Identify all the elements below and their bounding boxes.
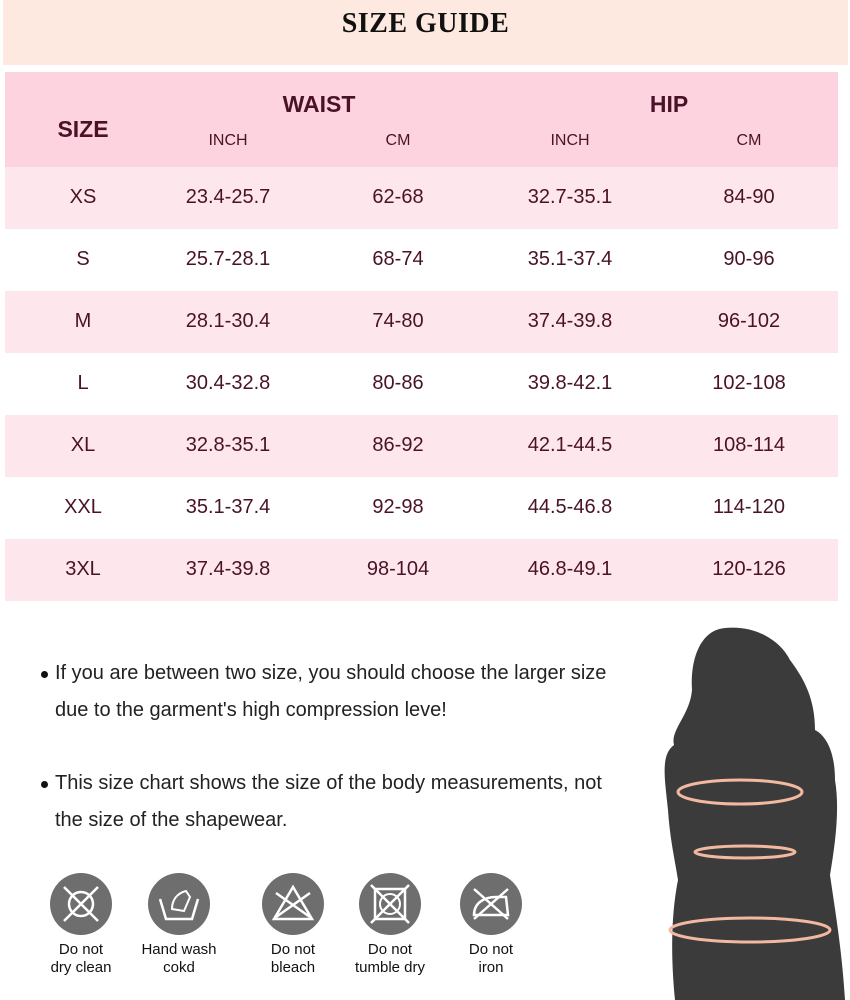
size-header: SIZE	[57, 116, 109, 142]
table-cell: 25.7-28.1	[185, 248, 271, 270]
care-label-line: Hand wash	[141, 941, 217, 958]
care-label-line: Do not	[367, 941, 413, 958]
care-label-line: cokd	[163, 959, 195, 976]
care-label-line: Do not	[270, 941, 316, 958]
table-row: 3XL 37.4-39.8 98-104 46.8-49.1 120-126	[5, 539, 838, 601]
care-label: Do not tumble dry	[345, 941, 435, 977]
bust-measure-line	[676, 778, 804, 806]
table-row: XL 32.8-35.1 86-92 42.1-44.5 108-114	[5, 415, 838, 477]
table-cell: 39.8-42.1	[527, 372, 613, 394]
table-cell: 114-120	[713, 496, 785, 518]
waist-header: WAIST	[282, 91, 356, 117]
table-cell: M	[74, 310, 92, 332]
care-label: Hand wash cokd	[134, 941, 224, 977]
care-label: Do not iron	[446, 941, 536, 977]
table-cell: 86-92	[372, 434, 424, 456]
table-row: S 25.7-28.1 68-74 35.1-37.4 90-96	[5, 229, 838, 291]
table-cell: 37.4-39.8	[185, 558, 271, 580]
table-row: XS 23.4-25.7 62-68 32.7-35.1 84-90	[5, 167, 838, 229]
unit-header: INCH	[550, 132, 590, 149]
table-cell: 120-126	[712, 558, 786, 580]
table-cell: 28.1-30.4	[185, 310, 271, 332]
note: If you are between two size, you should …	[40, 655, 620, 729]
table-cell: 35.1-37.4	[185, 496, 271, 518]
table-cell: 37.4-39.8	[527, 310, 613, 332]
no-tumble-dry-icon	[359, 873, 421, 935]
table-cell: XL	[70, 434, 96, 456]
no-dry-clean-icon	[50, 873, 112, 935]
title-bar: SIZE GUIDE	[3, 0, 848, 65]
table-cell: 102-108	[712, 372, 786, 394]
unit-header: CM	[736, 132, 762, 149]
care-item: Do not bleach	[248, 873, 338, 977]
hip-header: HIP	[649, 91, 689, 117]
table-cell: XS	[69, 186, 97, 208]
size-table: SIZE WAIST HIP INCH CM INCH CM XS 23.4-25…	[5, 72, 838, 601]
care-item: Do not dry clean	[36, 873, 126, 977]
unit-header: INCH	[208, 132, 248, 149]
table-cell: 92-98	[372, 496, 424, 518]
table-cell: 46.8-49.1	[527, 558, 613, 580]
table-cell: 80-86	[372, 372, 424, 394]
table-cell: 90-96	[723, 248, 775, 270]
table-row: L 30.4-32.8 80-86 39.8-42.1 102-108	[5, 353, 838, 415]
table-cell: L	[77, 372, 89, 394]
care-item: Hand wash cokd	[134, 873, 224, 977]
table-cell: 84-90	[723, 186, 775, 208]
table-cell: 30.4-32.8	[185, 372, 271, 394]
table-cell: 3XL	[65, 558, 101, 580]
care-item: Do not iron	[446, 873, 536, 977]
care-label-line: dry clean	[50, 959, 112, 976]
table-header: SIZE WAIST HIP INCH CM INCH CM	[5, 72, 838, 167]
table-cell: XXL	[64, 496, 102, 518]
care-label-line: Do not	[468, 941, 514, 958]
table-cell: 98-104	[366, 558, 430, 580]
table-cell: 96-102	[717, 310, 781, 332]
body-silhouette	[664, 627, 845, 1000]
care-label: Do not dry clean	[36, 941, 126, 977]
note: This size chart shows the size of the bo…	[40, 765, 620, 839]
care-label-line: tumble dry	[354, 959, 426, 976]
no-bleach-icon	[262, 873, 324, 935]
care-label: Do not bleach	[248, 941, 338, 977]
table-cell: 108-114	[713, 434, 785, 456]
page-title: SIZE GUIDE	[341, 8, 510, 39]
table-cell: 32.7-35.1	[527, 186, 613, 208]
notes: If you are between two size, you should …	[40, 655, 620, 875]
table-cell: 35.1-37.4	[527, 248, 613, 270]
care-label-line: Do not	[58, 941, 104, 958]
table-cell: 32.8-35.1	[185, 434, 271, 456]
table-cell: 44.5-46.8	[527, 496, 613, 518]
table-cell: 62-68	[372, 186, 424, 208]
table-cell: 42.1-44.5	[527, 434, 613, 456]
table-cell: S	[76, 248, 90, 270]
table-row: M 28.1-30.4 74-80 37.4-39.8 96-102	[5, 291, 838, 353]
hand-wash-icon	[148, 873, 210, 935]
unit-header: CM	[385, 132, 411, 149]
hip-measure-line	[668, 916, 832, 944]
no-iron-icon	[460, 873, 522, 935]
table-cell: 68-74	[372, 248, 424, 270]
waist-measure-line	[693, 844, 797, 860]
care-item: Do not tumble dry	[345, 873, 435, 977]
table-cell: 23.4-25.7	[185, 186, 271, 208]
care-label-line: iron	[478, 959, 504, 976]
table-row: XXL 35.1-37.4 92-98 44.5-46.8 114-120	[5, 477, 838, 539]
care-label-line: bleach	[270, 959, 316, 976]
table-cell: 74-80	[372, 310, 424, 332]
